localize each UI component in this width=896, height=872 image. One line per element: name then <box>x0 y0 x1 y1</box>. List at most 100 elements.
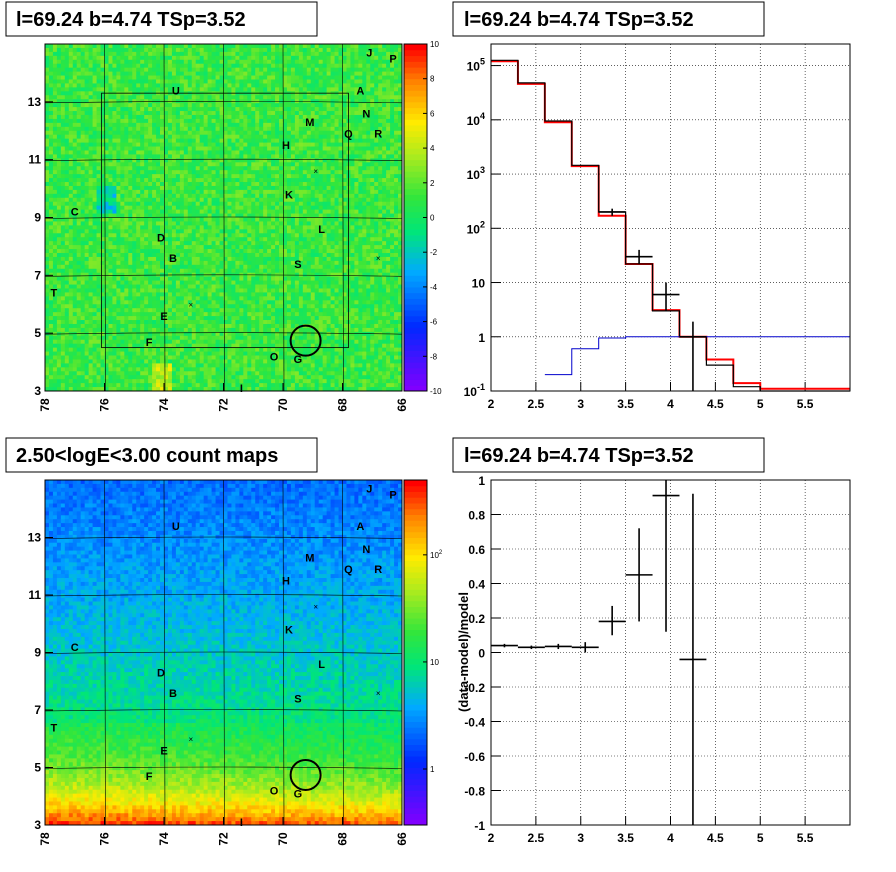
panel-residual-map: l=69.24 b=4.74 TSp=3.52 J P U AN M Q R H K C L DB S T… <box>5 1 442 412</box>
y-tick-label: 5 <box>34 761 41 775</box>
y-tick-label: 11 <box>28 153 41 167</box>
panel4-title: l=69.24 b=4.74 TSp=3.52 <box>464 445 694 467</box>
x-tick-label: 72 <box>217 832 231 846</box>
x-tick-label: 2.5 <box>528 831 545 845</box>
source-label-T: T <box>51 288 58 300</box>
source-label-A: A <box>356 521 364 533</box>
y-tick-label: 13 <box>28 95 42 109</box>
y-tick-label: 11 <box>28 588 41 602</box>
x-tick-label: 2 <box>488 397 495 411</box>
colorbar-label: 4 <box>430 144 435 153</box>
x-tick-label: 2 <box>488 831 495 845</box>
source-label-B: B <box>169 688 177 700</box>
roi-box <box>101 92 349 349</box>
map2-overlay: J P U AN M Q R H K C L DB S T E F O G I × × × 78 76 74 72 70 68 66 3 5… <box>28 479 409 846</box>
source-label-C: C <box>71 642 79 654</box>
y-tick-label: 1 <box>478 331 485 345</box>
source-label-B: B <box>169 253 177 265</box>
x-tick-label: 3.5 <box>617 831 634 845</box>
spectrum-series-2 <box>544 336 850 376</box>
y-tick-label: 9 <box>34 646 41 660</box>
source-label-U: U <box>172 521 180 533</box>
source-label-H: H <box>282 140 290 152</box>
source-label-P: P <box>389 489 396 501</box>
ratio-plot: 2 2.5 3 3.5 4 4.5 5 5.5 -1 -0.8 -0.6 -0.4 -0.2 0 0.2 0.… <box>464 474 851 845</box>
y-tick-label: 1 <box>478 474 485 488</box>
ratio-frame <box>490 479 851 826</box>
map-parallel <box>44 766 403 769</box>
y-tick-label: 10 <box>472 277 486 291</box>
source-label-L: L <box>318 659 325 671</box>
target-circle <box>289 324 322 357</box>
colorbar-label: -6 <box>430 318 438 327</box>
y-tick-label: 5 <box>34 326 41 340</box>
map-parallel <box>44 594 403 597</box>
colorbar-label: -8 <box>430 352 438 361</box>
colorbar-label: -10 <box>430 387 442 396</box>
map-parallel <box>44 651 403 654</box>
map-meridian <box>282 479 285 826</box>
colorbar-label: 0 <box>430 214 435 223</box>
source-label-K: K <box>285 625 293 637</box>
panel1-title: l=69.24 b=4.74 TSp=3.52 <box>16 9 246 31</box>
source-label-L: L <box>318 224 325 236</box>
y-tick-label: 0.6 <box>468 543 485 557</box>
y-tick-label: 13 <box>28 531 42 545</box>
x-tick-label: 2.5 <box>528 397 545 411</box>
map-parallel <box>44 536 403 539</box>
panel2-title-box <box>452 1 765 37</box>
y-tick-label: 3 <box>34 384 41 398</box>
colorbar-label: -4 <box>430 283 438 292</box>
ratio-ylabel: (data-model)/model <box>456 592 471 712</box>
y-tick-label: 0.8 <box>468 509 485 523</box>
map-parallel <box>44 158 403 161</box>
x-tick-label: 66 <box>395 832 409 846</box>
panel1-title-box <box>5 1 318 37</box>
source-cross: × <box>376 254 381 263</box>
source-label-S: S <box>294 259 301 271</box>
x-tick-label: 76 <box>98 398 112 412</box>
source-label-C: C <box>71 207 79 219</box>
source-label-Q: Q <box>344 564 353 576</box>
x-tick-label: 70 <box>276 398 290 412</box>
colorbar-label: 1 <box>430 765 435 774</box>
x-tick-label: 74 <box>157 398 171 412</box>
map-parallel <box>44 216 403 219</box>
map-parallel <box>44 274 403 277</box>
x-tick-label: 3 <box>577 831 584 845</box>
x-tick-label: 4 <box>667 397 674 411</box>
panel-ratio: l=69.24 b=4.74 TSp=3.52 2 2.5 3 3.5 4 4.5 5 5.5… <box>452 437 851 845</box>
y-tick-label: 7 <box>34 268 41 282</box>
x-tick-label: 5 <box>757 831 764 845</box>
x-tick-label: 68 <box>336 832 350 846</box>
source-label-F: F <box>146 771 153 783</box>
x-tick-label: 5 <box>757 397 764 411</box>
source-cross: × <box>313 603 318 612</box>
colorbar-frame <box>403 479 428 826</box>
map-parallel <box>44 709 403 712</box>
source-cross: × <box>313 167 318 176</box>
colorbar-label: 6 <box>430 109 435 118</box>
source-label-O: O <box>270 786 279 798</box>
y-tick-label: 3 <box>34 818 41 832</box>
y-tick-label: -0.4 <box>464 716 485 730</box>
y-tick-label: 104 <box>467 111 485 128</box>
colorbar-label: 102 <box>430 550 443 560</box>
x-tick-label: 5.5 <box>797 397 814 411</box>
map-meridian <box>282 43 285 392</box>
source-label-K: K <box>285 189 293 201</box>
x-tick-label: 74 <box>157 832 171 846</box>
y-tick-label: 7 <box>34 703 41 717</box>
y-tick-label: -0.6 <box>464 750 485 764</box>
panel2-title: l=69.24 b=4.74 TSp=3.52 <box>464 9 694 31</box>
y-tick-label: 0.2 <box>468 612 485 626</box>
panel3-title-box <box>5 437 318 473</box>
map1-cells <box>45 44 403 392</box>
source-label-I: I <box>240 817 243 829</box>
y-tick-label: 102 <box>467 219 485 236</box>
y-tick-label: 0.4 <box>468 578 485 592</box>
x-tick-label: 76 <box>98 832 112 846</box>
x-tick-label: 4.5 <box>707 397 724 411</box>
source-label-D: D <box>157 233 165 245</box>
